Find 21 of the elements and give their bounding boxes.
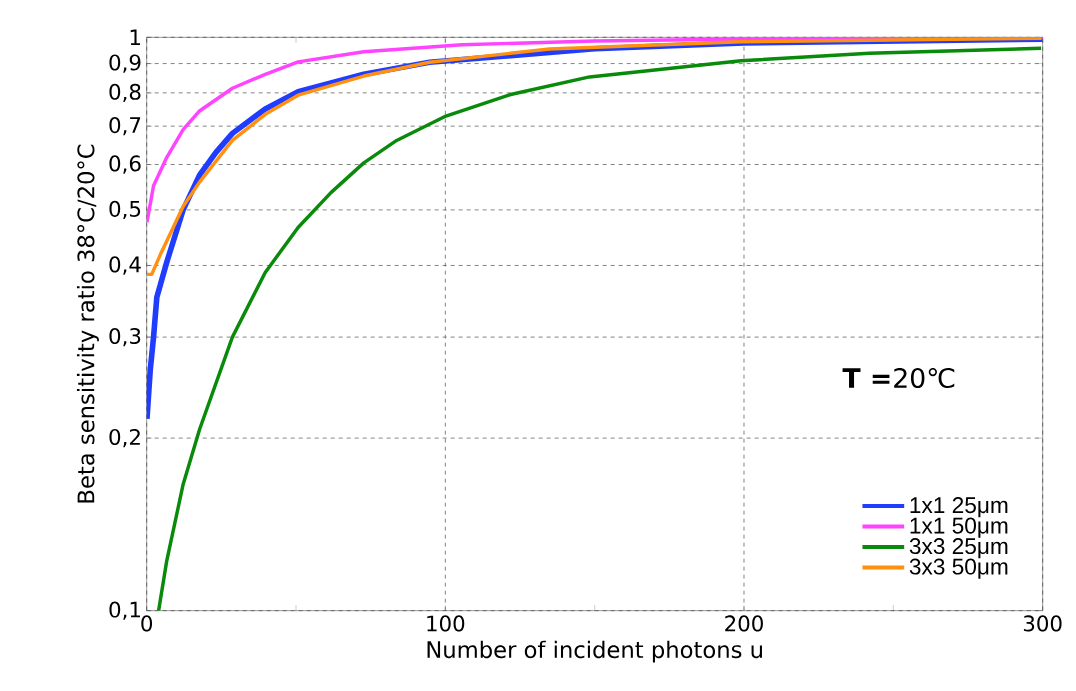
legend-label: 1x1 25μm (910, 497, 1008, 518)
legend-label: 3x3 25μm (909, 538, 1008, 559)
y-tick-label: 0,4 (109, 256, 141, 275)
y-tick-label: 1 (130, 29, 140, 46)
y-tick-label: 0,1 (109, 601, 140, 620)
y-tick-label: 0,8 (109, 83, 141, 103)
legend-title: T =20℃ (842, 368, 955, 389)
y-tick-label: 0,6 (109, 155, 141, 174)
x-tick-label: 0 (141, 615, 153, 632)
legend-label: 1x1 50μm (910, 517, 1008, 538)
legend-label: 3x3 50μm (909, 558, 1008, 579)
y-tick-label: 0,2 (109, 429, 140, 448)
x-tick-label: 200 (725, 615, 763, 632)
x-tick-label: 100 (427, 615, 465, 632)
y-axis-title: Beta sensitivity ratio 38°C/20°C (76, 144, 99, 503)
x-axis-title: Number of incident photons u (427, 640, 762, 663)
y-tick-label: 0,3 (109, 328, 141, 347)
y-tick-label: 0,9 (109, 54, 141, 73)
y-tick-label: 0,5 (109, 200, 141, 220)
y-tick-label: 0,7 (109, 117, 141, 136)
x-tick-label: 300 (1023, 615, 1062, 632)
